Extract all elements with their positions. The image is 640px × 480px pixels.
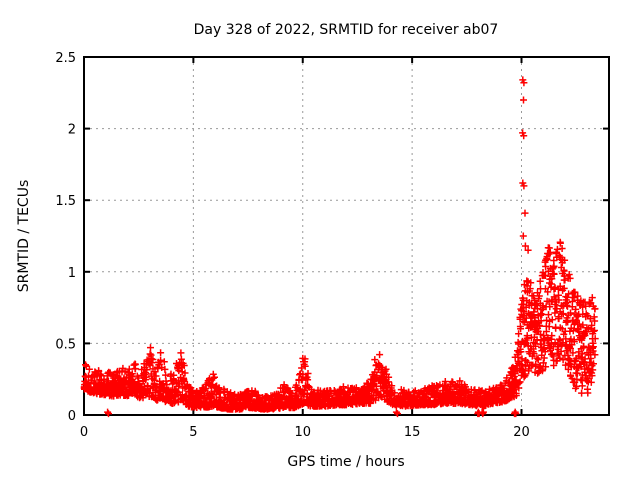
chart-title: Day 328 of 2022, SRMTID for receiver ab0… — [194, 22, 499, 38]
tick-labels: 0 5 10 15 20 0 0.5 1 1.5 2 2.5 — [55, 51, 529, 440]
y-tick-label: 2.5 — [55, 51, 76, 66]
data-points — [80, 76, 599, 418]
axis-ticks — [83, 56, 609, 416]
x-tick-label: 0 — [80, 425, 88, 440]
y-tick-label: 1 — [68, 266, 76, 281]
y-tick-label: 1.5 — [55, 194, 76, 209]
y-tick-label: 2 — [68, 123, 76, 138]
x-tick-label: 5 — [189, 425, 197, 440]
x-tick-label: 10 — [294, 425, 311, 440]
x-tick-label: 15 — [404, 425, 421, 440]
x-tick-label: 20 — [513, 425, 530, 440]
y-tick-label: 0 — [68, 409, 76, 424]
x-axis-label: GPS time / hours — [287, 454, 404, 470]
y-axis-label: SRMTID / TECUs — [16, 180, 32, 293]
plot-border — [83, 56, 610, 416]
y-tick-label: 0.5 — [55, 337, 76, 352]
scatter-markers — [80, 76, 599, 418]
border-rect — [83, 56, 610, 416]
